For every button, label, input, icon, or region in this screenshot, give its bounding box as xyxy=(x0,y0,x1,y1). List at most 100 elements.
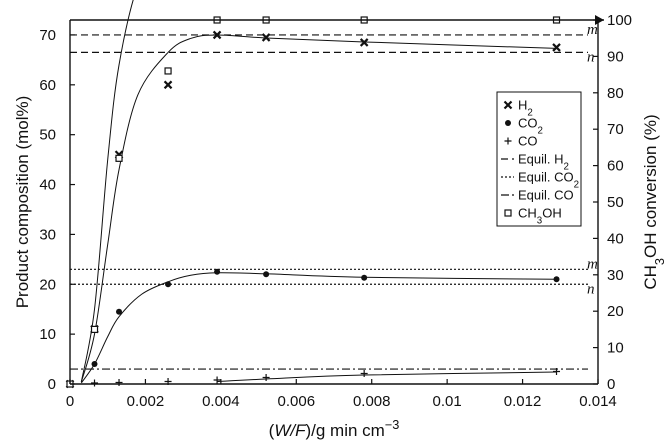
equilibrium-label-eq-co2-n: n xyxy=(587,281,595,297)
y-right-tick-label: 70 xyxy=(607,121,624,138)
equilibrium-label-eq-h2-m: m xyxy=(587,22,598,38)
text-part: 2 xyxy=(574,179,579,190)
y-right-tick-label: 60 xyxy=(607,158,624,175)
text-part: Equil. CO xyxy=(518,188,574,203)
data-point-h2 xyxy=(359,38,369,47)
x-tick-label: 0.014 xyxy=(579,393,617,410)
curve-h2-fit xyxy=(80,34,557,383)
data-point-h2 xyxy=(212,30,222,40)
text-part: )/g min cm xyxy=(305,421,384,440)
y-left-tick-label: 70 xyxy=(39,27,56,44)
text-part: −3 xyxy=(385,417,400,432)
text-part: 3 xyxy=(652,258,667,265)
text-part: 2 xyxy=(564,161,569,172)
plus-mark-icon xyxy=(504,137,512,145)
text-part: H xyxy=(518,98,527,113)
x-mark-icon xyxy=(552,43,561,52)
data-point-co2 xyxy=(91,361,98,368)
data-point-co2 xyxy=(263,271,270,278)
y-right-tick-label: 0 xyxy=(607,376,615,393)
y-right-tick-label: 50 xyxy=(607,194,624,211)
data-point-h2 xyxy=(163,80,173,90)
data-point-co xyxy=(262,374,270,382)
x-mark-icon xyxy=(359,38,369,47)
square-mark-icon xyxy=(504,209,512,217)
x-mark-icon xyxy=(503,100,513,110)
data-point-co xyxy=(553,368,561,376)
x-axis-title: (W/F)/g min cm−3 xyxy=(269,417,400,441)
dot-mark-icon xyxy=(553,276,560,283)
y-right-tick-label: 40 xyxy=(607,230,624,247)
data-point-co2 xyxy=(116,308,123,315)
legend-marker xyxy=(504,137,512,145)
plus-mark-icon xyxy=(360,370,368,378)
legend-label: CO xyxy=(518,134,538,149)
x-tick-label: 0.01 xyxy=(433,393,462,410)
legend-label: Equil. CO xyxy=(518,188,574,203)
dot-mark-icon xyxy=(116,308,123,315)
data-point-h2 xyxy=(552,43,561,52)
y-left-tick-label: 30 xyxy=(39,226,56,243)
y-right-tick-label: 20 xyxy=(607,303,624,320)
y-right-tick-label: 100 xyxy=(607,12,632,29)
legend-entry: CO xyxy=(504,134,538,149)
arrow-head-icon xyxy=(595,15,604,25)
legend-entry: CH3OH xyxy=(504,206,562,226)
text-part: OH xyxy=(542,206,562,221)
y-right-tick-label: 80 xyxy=(607,85,624,102)
y-left-tick-label: 60 xyxy=(39,77,56,94)
legend-entry: H2 xyxy=(503,98,533,118)
dot-mark-icon xyxy=(505,120,511,126)
legend-label: Equil. H2 xyxy=(518,152,569,173)
legend-frame xyxy=(496,91,582,227)
x-tick-label: 0.008 xyxy=(353,393,391,410)
equilibrium-label-eq-h2-n: n xyxy=(587,49,595,65)
plus-mark-icon xyxy=(115,379,123,387)
curve-co-fit xyxy=(217,371,557,383)
plus-mark-icon xyxy=(553,368,561,376)
x-tick-label: 0 xyxy=(66,393,74,410)
equilibrium-label-eq-co2-m: m xyxy=(587,256,598,272)
plus-mark-icon xyxy=(213,376,221,384)
data-point-co xyxy=(115,379,123,387)
legend-entry: Equil. CO2 xyxy=(501,170,579,190)
data-point-co xyxy=(213,376,221,384)
x-tick-label: 0.002 xyxy=(127,393,165,410)
legend-label: CO2 xyxy=(518,116,543,137)
text-part: Equil. CO xyxy=(518,170,574,185)
x-tick-label: 0.006 xyxy=(278,393,316,410)
legend-entry: Equil. CO xyxy=(501,188,574,203)
text-part: CH xyxy=(641,265,660,290)
square-mark-icon xyxy=(90,325,99,333)
data-point-ch3oh xyxy=(115,154,123,162)
data-point-co2 xyxy=(165,281,172,288)
legend-entry: Equil. H2 xyxy=(501,152,569,173)
y-left-tick-label: 50 xyxy=(39,127,56,144)
data-point-h2 xyxy=(261,33,271,42)
text-part: 2 xyxy=(527,107,532,118)
legend-marker xyxy=(505,120,511,126)
text-part: ( xyxy=(269,421,275,440)
dot-mark-icon xyxy=(361,274,368,281)
data-point-co2 xyxy=(361,274,368,281)
data-point-ch3oh xyxy=(164,67,172,75)
x-mark-icon xyxy=(212,30,222,40)
curve-co2-fit xyxy=(80,272,557,384)
y-left-tick-label: 20 xyxy=(39,276,56,293)
text-part: 3 xyxy=(537,215,542,226)
y-right-tick-label: 30 xyxy=(607,267,624,284)
text-part: W/F xyxy=(274,421,307,440)
data-point-co2 xyxy=(553,276,560,283)
data-point-ch3oh xyxy=(90,325,99,333)
x-tick-label: 0.012 xyxy=(504,393,542,410)
dot-mark-icon xyxy=(214,268,221,275)
y-right-tick-label: 10 xyxy=(607,340,624,357)
legend-marker xyxy=(503,100,513,110)
data-point-co2 xyxy=(214,268,221,275)
text-part: 2 xyxy=(538,125,543,136)
text-part: OH conversion (%) xyxy=(641,114,660,258)
plus-mark-icon xyxy=(262,374,270,382)
dot-mark-icon xyxy=(263,271,270,278)
